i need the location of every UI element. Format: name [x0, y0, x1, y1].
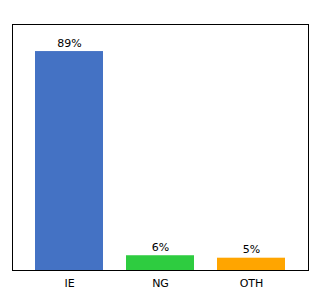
- svg-text:5%: 5%: [243, 243, 260, 256]
- svg-text:OTH: OTH: [240, 277, 264, 290]
- svg-text:6%: 6%: [152, 241, 169, 254]
- svg-text:89%: 89%: [57, 37, 81, 50]
- svg-text:NG: NG: [152, 277, 169, 290]
- svg-text:IE: IE: [64, 277, 74, 290]
